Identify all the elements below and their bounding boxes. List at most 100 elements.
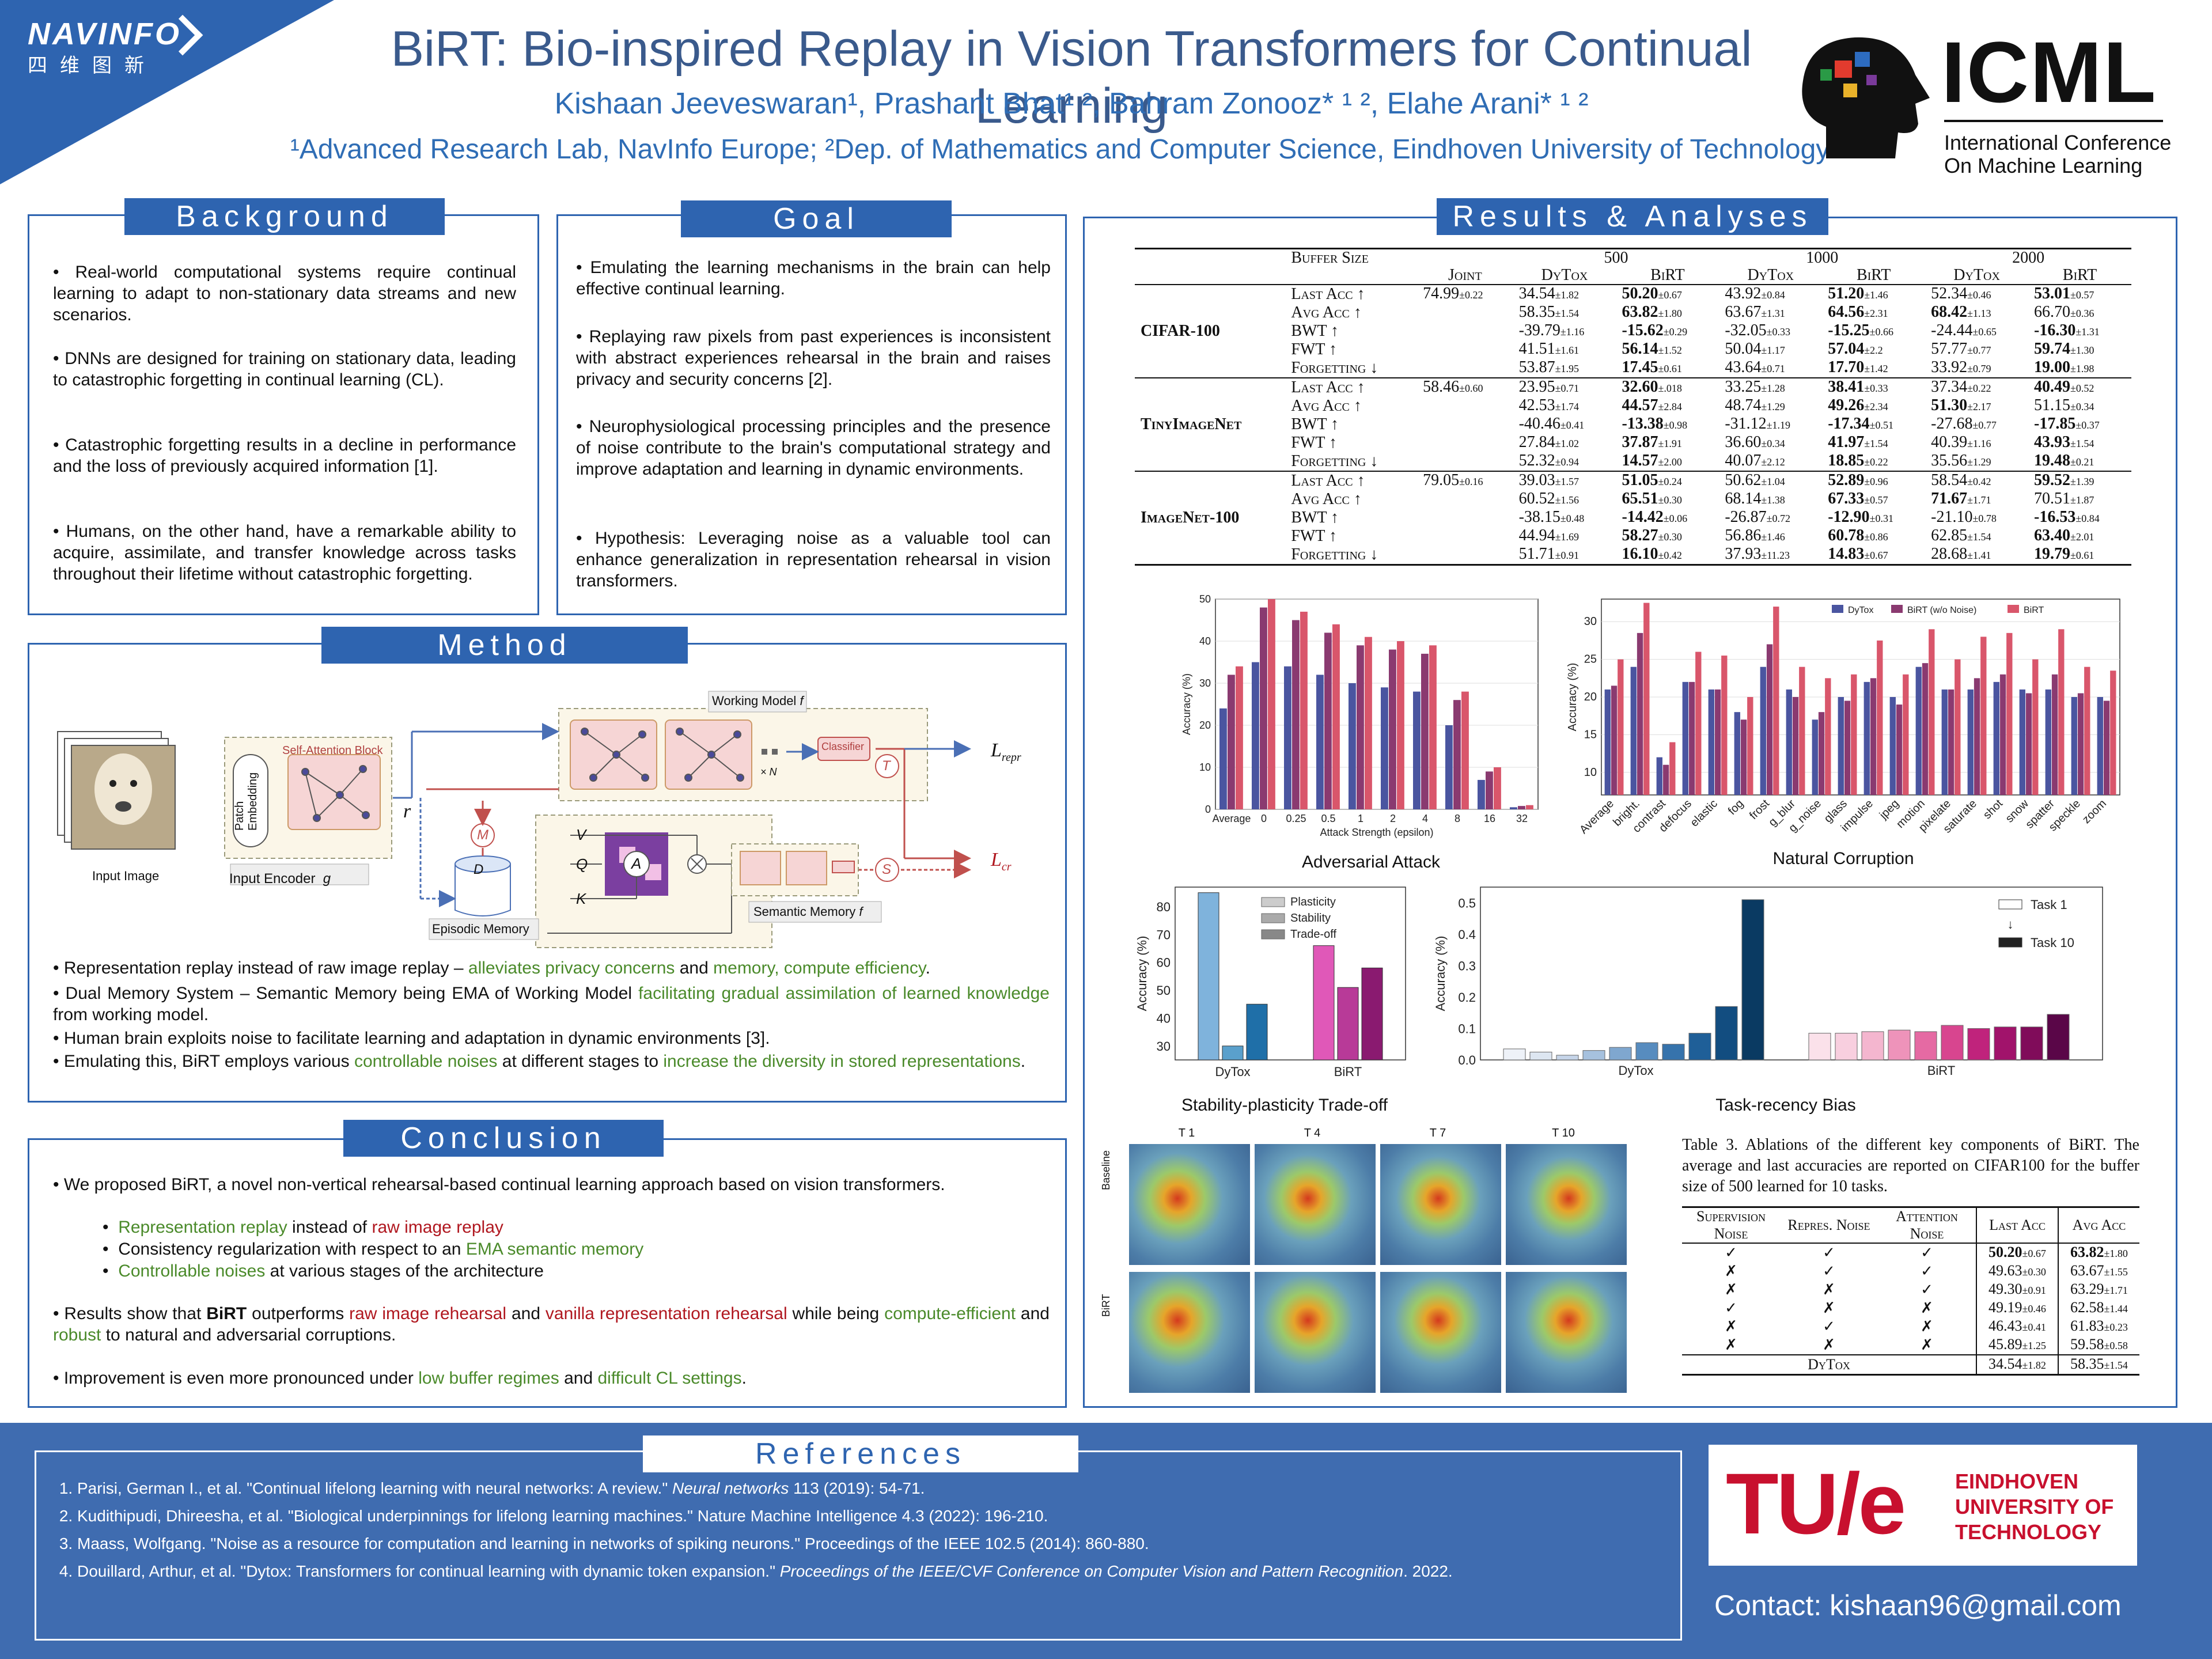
bar (2045, 689, 2051, 795)
table-cell: 58.35±1.54 (1518, 303, 1579, 321)
table-row: ✗ ✗ ✓ 49.30±0.91 63.29±1.71 (1682, 1281, 2139, 1299)
bar (1760, 666, 1766, 795)
table-cell: 56.86±1.46 (1725, 527, 1785, 544)
bar (1863, 681, 1870, 795)
background-point-3: • Catastrophic forgetting results in a d… (53, 435, 516, 476)
bar (1518, 806, 1525, 809)
bar (1799, 666, 1805, 795)
goal-point-3: • Neurophysiological processing principl… (576, 417, 1051, 479)
x-tick-label: 0.5 (1321, 813, 1335, 824)
table-cell: -17.85±0.37 (2034, 415, 2100, 433)
bar (1941, 689, 1948, 795)
table-cell: -39.79±1.16 (1518, 321, 1585, 339)
attn-task-label: T 10 (1552, 1127, 1575, 1139)
bar (1818, 712, 1825, 795)
bar (1835, 1033, 1858, 1060)
self-attention-label: Self-Attention Block (282, 744, 383, 757)
table-cell: 70.51±1.87 (2034, 490, 2094, 507)
bar (1510, 807, 1517, 809)
legend-label: Task 1 (2031, 897, 2067, 912)
table-cell: 56.14±1.52 (1622, 340, 1682, 358)
navinfo-logo: NAVINFO (28, 17, 181, 51)
table-row: Avg Acc ↑ 42.53±1.74 44.57±2.84 48.74±1.29 4… (1135, 397, 2131, 415)
bar (1741, 899, 1764, 1060)
x-tick-label: DyTox (1618, 1063, 1653, 1078)
m-symbol: M (477, 827, 488, 843)
bar (1955, 659, 1961, 795)
table-row: Avg Acc ↑ 60.52±1.56 65.51±0.30 68.14±1.38 6… (1135, 490, 2131, 509)
t-symbol: T (882, 758, 891, 774)
input-image-label: Input Image (92, 869, 160, 883)
table-cell: 40.49±0.52 (2034, 378, 2094, 396)
bar (1903, 674, 1909, 795)
table-cell: 36.60±0.34 (1725, 433, 1785, 451)
legend-label: Trade-off (1290, 928, 1336, 941)
table-cell: -15.25±0.66 (1828, 321, 1893, 339)
table-row: Last Acc ↑ 58.46±0.60 23.95±0.71 32.60±.018… (1135, 378, 2131, 397)
table-cell: 63.82±1.80 (1622, 303, 1682, 321)
bar (1747, 697, 1753, 795)
bar (1688, 681, 1695, 795)
table-cell: 38.41±0.33 (1828, 378, 1888, 396)
icml-head-icon (1786, 29, 1936, 161)
x-tick-label: 0 (1261, 813, 1267, 824)
contact-email[interactable]: Contact: kishaan96@gmail.com (1714, 1589, 2122, 1622)
table-row: CIFAR-100 BWT ↑ -39.79±1.16 -15.62±0.29 -32.… (1135, 322, 2131, 340)
goal-panel (556, 214, 1067, 615)
attention-map-image (1129, 1272, 1250, 1393)
table-cell: 63.40±2.01 (2034, 527, 2094, 544)
bar (1252, 662, 1259, 809)
bar (1870, 678, 1877, 795)
conclusion-point-3: • Improvement is even more pronounced un… (53, 1369, 747, 1388)
x-tick-label: DyTox (1215, 1065, 1250, 1079)
table-cell: 51.15±0.34 (2034, 396, 2094, 414)
table-cell: 64.56±2.31 (1828, 303, 1888, 321)
ablation-table: Supervision Noise Repres. Noise Attention … (1682, 1206, 2139, 1376)
method-point-2: • Dual Memory System – Semantic Memory b… (53, 984, 1050, 1024)
x-tick-label: fog (1726, 797, 1746, 817)
bar (1812, 719, 1818, 795)
table-cell: -40.46±0.41 (1518, 415, 1585, 433)
table-row: ✓ ✓ ✓ 50.20±0.67 63.82±1.80 (1682, 1243, 2139, 1262)
bar (1461, 691, 1469, 809)
y-tick-label: 70 (1157, 927, 1171, 942)
table-cell: 60.52±1.56 (1518, 490, 1579, 507)
icml-logo-text: ICML (1941, 24, 2157, 120)
bar (1337, 987, 1359, 1060)
bar (1669, 742, 1676, 795)
bar (1974, 678, 1980, 795)
legend-label: BiRT (2024, 605, 2044, 615)
x-tick-label: Average (1577, 797, 1616, 836)
method-point-3: • Human brain exploits noise to facilita… (53, 1029, 770, 1048)
bar (1268, 599, 1275, 809)
bar (1851, 674, 1857, 795)
table-cell: 33.25±1.28 (1725, 378, 1785, 396)
corruption-chart: 10 15 20 25 30 Average bright. contrast defocus e… (1561, 588, 2137, 864)
table-cell: 28.68±1.41 (1931, 545, 1991, 563)
bar (1198, 892, 1219, 1060)
table-row: ImageNet-100 BWT ↑ -38.15±0.48 -14.42±0.06-… (1135, 509, 2131, 527)
table-cell: 19.48±0.21 (2034, 452, 2094, 469)
table-cell: 57.04±2.2 (1828, 340, 1883, 358)
bar (1656, 757, 1662, 795)
table-cell: 37.93±11.23 (1725, 545, 1790, 563)
bar (1948, 689, 1955, 795)
goal-title: Goal (681, 200, 952, 237)
table-cell: 66.70±0.36 (2034, 303, 2094, 321)
x-tick-label: 4 (1422, 813, 1428, 824)
attention-map-image (1255, 1144, 1376, 1265)
bar (1445, 725, 1453, 809)
s-symbol: S (882, 862, 892, 877)
legend-label: BiRT (w/o Noise) (1907, 605, 1976, 615)
table-cell: 14.57±2.00 (1622, 452, 1682, 469)
bar (1313, 945, 1335, 1060)
conclusion-panel (28, 1138, 1067, 1408)
table-cell: 68.42±1.13 (1931, 303, 1991, 321)
bar (1915, 666, 1922, 795)
conclusion-point-2: • Results show that BiRT outperforms raw… (53, 1304, 1050, 1344)
bar (1324, 632, 1332, 809)
table-cell: 19.00±1.98 (2034, 358, 2094, 376)
table-cell: 44.57±2.84 (1622, 396, 1682, 414)
bar (2006, 632, 2013, 795)
table-cell: 23.95±0.71 (1518, 378, 1579, 396)
